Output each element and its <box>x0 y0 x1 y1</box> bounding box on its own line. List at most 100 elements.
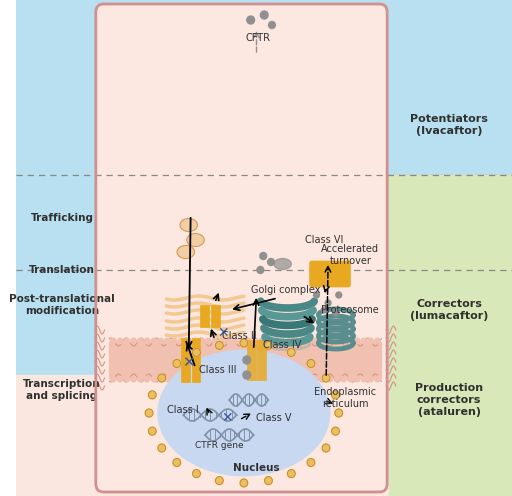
Circle shape <box>280 376 285 382</box>
Circle shape <box>341 338 346 344</box>
Circle shape <box>260 338 265 344</box>
Circle shape <box>144 338 150 344</box>
Circle shape <box>165 376 170 382</box>
Circle shape <box>172 376 177 382</box>
Circle shape <box>293 338 299 344</box>
Circle shape <box>332 391 339 399</box>
Text: Golgi complex: Golgi complex <box>251 285 321 295</box>
Circle shape <box>138 338 143 344</box>
Circle shape <box>138 376 143 382</box>
Circle shape <box>178 376 184 382</box>
Circle shape <box>148 427 156 435</box>
Circle shape <box>322 307 327 313</box>
Bar <box>247 340 255 380</box>
Text: ✕: ✕ <box>182 356 195 371</box>
Text: Class I: Class I <box>167 405 199 415</box>
Circle shape <box>368 338 373 344</box>
Circle shape <box>232 338 238 344</box>
Text: Post-translational
modification: Post-translational modification <box>9 294 115 316</box>
Bar <box>389 0 512 270</box>
Circle shape <box>348 376 353 382</box>
Circle shape <box>226 338 231 344</box>
Text: Endoplasmic
reticulum: Endoplasmic reticulum <box>314 387 377 409</box>
Circle shape <box>354 376 360 382</box>
Circle shape <box>131 338 136 344</box>
Circle shape <box>199 376 204 382</box>
Circle shape <box>375 376 380 382</box>
Circle shape <box>334 338 339 344</box>
Circle shape <box>158 376 163 382</box>
Circle shape <box>212 338 218 344</box>
Circle shape <box>268 258 274 265</box>
Text: Correctors
(lumacaftor): Correctors (lumacaftor) <box>410 299 488 321</box>
Circle shape <box>307 338 312 344</box>
Text: Production
correctors
(ataluren): Production correctors (ataluren) <box>415 383 483 417</box>
Circle shape <box>199 338 204 344</box>
Circle shape <box>325 300 331 306</box>
Bar <box>211 305 220 327</box>
Ellipse shape <box>180 219 198 232</box>
Circle shape <box>148 391 156 399</box>
Circle shape <box>145 409 153 417</box>
Circle shape <box>158 444 165 452</box>
Circle shape <box>265 477 272 485</box>
Text: ✕: ✕ <box>222 411 233 425</box>
Circle shape <box>321 376 326 382</box>
Circle shape <box>111 338 116 344</box>
Circle shape <box>333 310 339 316</box>
Circle shape <box>334 376 339 382</box>
Circle shape <box>239 338 245 344</box>
Ellipse shape <box>274 258 291 269</box>
Circle shape <box>314 376 319 382</box>
Circle shape <box>246 338 251 344</box>
Circle shape <box>361 338 367 344</box>
Circle shape <box>321 338 326 344</box>
Circle shape <box>124 338 130 344</box>
Circle shape <box>266 376 272 382</box>
Circle shape <box>173 458 181 467</box>
Circle shape <box>205 376 211 382</box>
Circle shape <box>151 376 157 382</box>
Text: Nucleus: Nucleus <box>233 463 280 473</box>
Circle shape <box>111 376 116 382</box>
Circle shape <box>314 338 319 344</box>
Circle shape <box>273 376 279 382</box>
Circle shape <box>261 11 268 19</box>
FancyBboxPatch shape <box>310 261 350 287</box>
Bar <box>16 0 512 375</box>
Circle shape <box>124 376 130 382</box>
Circle shape <box>375 338 380 344</box>
Circle shape <box>269 21 275 28</box>
Circle shape <box>368 376 373 382</box>
Circle shape <box>257 266 264 273</box>
Text: Accelerated
turnover: Accelerated turnover <box>322 244 379 266</box>
Circle shape <box>313 292 319 298</box>
Circle shape <box>287 338 292 344</box>
Circle shape <box>144 376 150 382</box>
Circle shape <box>232 376 238 382</box>
Circle shape <box>243 371 251 379</box>
Circle shape <box>265 341 272 349</box>
Circle shape <box>131 376 136 382</box>
Circle shape <box>293 376 299 382</box>
Circle shape <box>341 376 346 382</box>
Text: Translation: Translation <box>29 265 95 275</box>
Circle shape <box>253 376 258 382</box>
Text: CTFR gene: CTFR gene <box>196 440 244 449</box>
Bar <box>389 175 512 496</box>
Circle shape <box>327 338 333 344</box>
Ellipse shape <box>187 234 204 247</box>
Circle shape <box>219 376 224 382</box>
Text: CFTR: CFTR <box>246 33 271 43</box>
Ellipse shape <box>159 351 329 475</box>
Circle shape <box>287 376 292 382</box>
Circle shape <box>240 339 248 347</box>
Bar <box>181 338 190 382</box>
Circle shape <box>307 376 312 382</box>
Circle shape <box>260 376 265 382</box>
Circle shape <box>165 338 170 344</box>
Text: Potentiators
(Ivacaftor): Potentiators (Ivacaftor) <box>410 114 488 136</box>
Circle shape <box>307 458 315 467</box>
Circle shape <box>348 338 353 344</box>
Circle shape <box>216 341 223 349</box>
